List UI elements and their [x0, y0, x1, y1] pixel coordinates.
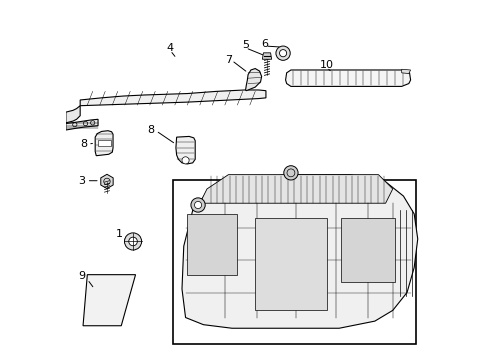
Circle shape: [283, 166, 298, 180]
Polygon shape: [95, 131, 113, 156]
Circle shape: [190, 198, 205, 212]
Text: 9: 9: [78, 271, 85, 281]
Bar: [340, 217, 394, 282]
Polygon shape: [401, 69, 410, 73]
Circle shape: [275, 46, 290, 60]
Polygon shape: [176, 136, 195, 164]
Text: 10: 10: [319, 60, 333, 70]
Bar: [173, 180, 415, 344]
Bar: [98, 140, 111, 146]
Text: 8: 8: [80, 139, 87, 149]
Circle shape: [182, 157, 189, 164]
Text: 3: 3: [79, 176, 85, 186]
Polygon shape: [66, 119, 98, 130]
Polygon shape: [245, 68, 261, 91]
Text: 6: 6: [261, 39, 268, 49]
Polygon shape: [285, 70, 410, 86]
Text: 2: 2: [178, 217, 185, 227]
Polygon shape: [101, 174, 113, 189]
Polygon shape: [83, 275, 135, 326]
Text: 8: 8: [147, 125, 154, 135]
Circle shape: [279, 50, 286, 57]
Polygon shape: [200, 175, 392, 203]
Text: 7: 7: [225, 55, 232, 65]
Text: 1: 1: [115, 229, 122, 239]
Circle shape: [124, 233, 142, 250]
Circle shape: [194, 202, 201, 208]
Polygon shape: [80, 90, 265, 106]
Polygon shape: [182, 175, 417, 328]
Text: 4: 4: [166, 43, 173, 53]
Text: 5: 5: [242, 40, 248, 50]
Polygon shape: [66, 106, 80, 123]
Polygon shape: [262, 53, 271, 59]
Bar: [255, 217, 326, 310]
Bar: [187, 214, 237, 275]
Circle shape: [128, 237, 137, 246]
